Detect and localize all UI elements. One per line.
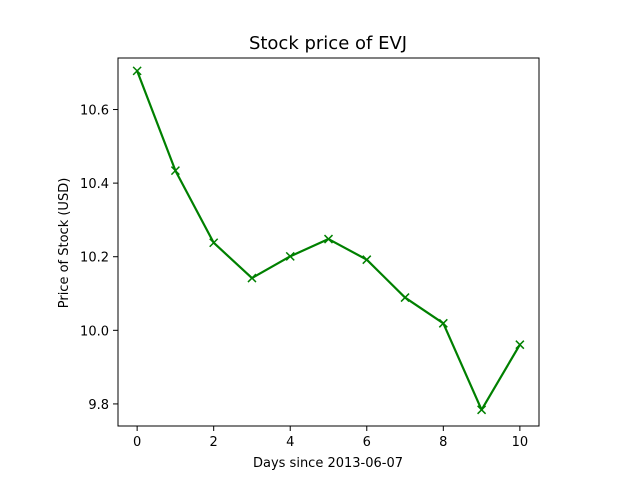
data-point — [323, 234, 334, 244]
y-tick-label: 9.8 — [88, 398, 109, 413]
x-tick-label: 0 — [133, 435, 141, 450]
data-point-stroke — [209, 238, 219, 248]
x-tick-label: 6 — [363, 435, 371, 450]
data-point — [362, 255, 372, 265]
data-point-stroke — [362, 255, 372, 265]
x-tick-label: 2 — [210, 435, 218, 450]
data-point-stroke — [170, 166, 180, 176]
y-tick-label: 10.4 — [80, 177, 109, 192]
data-point — [247, 273, 257, 283]
data-point-stroke — [247, 273, 257, 283]
chart-title: Stock price of EVJ — [249, 33, 407, 54]
data-point-stroke — [400, 293, 410, 303]
data-point-stroke — [132, 66, 142, 76]
data-point — [209, 238, 219, 248]
x-tick-label: 8 — [439, 435, 447, 450]
data-point — [285, 251, 295, 261]
y-axis-label: Price of Stock (USD) — [57, 178, 72, 309]
data-point-stroke — [515, 340, 525, 350]
data-point — [477, 405, 487, 415]
data-point — [438, 318, 448, 328]
data-point-stroke — [285, 251, 295, 261]
y-tick-label: 10.0 — [80, 324, 109, 339]
y-tick-label: 10.2 — [80, 251, 109, 266]
data-point-stroke — [323, 234, 334, 244]
data-point — [170, 166, 180, 176]
data-point — [515, 340, 525, 350]
x-tick-label: 4 — [286, 435, 294, 450]
data-point — [132, 66, 142, 76]
x-tick-label: 10 — [512, 435, 529, 450]
x-axis-label: Days since 2013-06-07 — [253, 456, 403, 471]
series-line — [136, 69, 521, 411]
plot-frame — [117, 57, 540, 427]
y-tick-label: 10.6 — [80, 104, 109, 119]
data-point-stroke — [438, 318, 448, 328]
data-point — [400, 293, 410, 303]
data-point-stroke — [477, 405, 487, 415]
